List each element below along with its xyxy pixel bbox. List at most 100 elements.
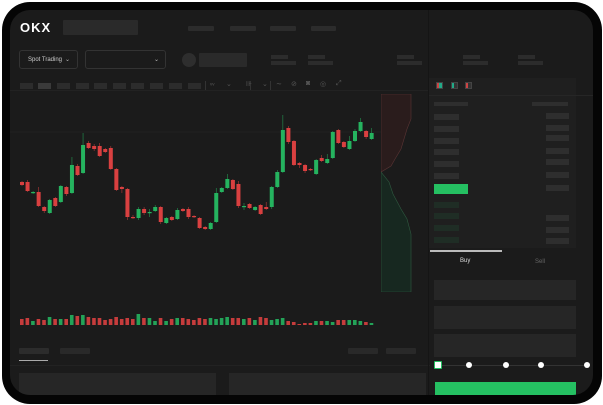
depth-bids-area xyxy=(381,171,412,292)
candle xyxy=(192,216,197,218)
tab-open-orders[interactable] xyxy=(19,348,49,354)
indicator-icon[interactable]: ᵥᵥ xyxy=(210,80,215,87)
candle xyxy=(131,217,135,219)
nav-item[interactable] xyxy=(311,26,336,31)
layout-both-icon[interactable] xyxy=(436,82,443,89)
divider xyxy=(270,81,271,90)
candle xyxy=(291,141,296,165)
candle xyxy=(308,169,313,171)
sell-tab[interactable]: Sell xyxy=(535,259,546,265)
pair-dropdown[interactable]: ⌄ xyxy=(85,50,166,69)
timeframe-button[interactable] xyxy=(188,83,201,89)
camera-icon[interactable]: ◙ xyxy=(306,80,311,87)
volume-bar xyxy=(197,318,202,325)
candlestick-chart[interactable] xyxy=(10,90,430,330)
timeframe-button[interactable] xyxy=(94,83,107,89)
depth-asks-area xyxy=(381,94,412,173)
volume-bar xyxy=(25,318,30,325)
orders-panel-right xyxy=(229,373,426,395)
volume-bar xyxy=(297,324,302,325)
volume-bar xyxy=(158,318,163,325)
timeframe-button[interactable] xyxy=(113,83,126,89)
candle xyxy=(58,186,63,202)
volume-bar xyxy=(330,322,335,325)
ask-price xyxy=(434,126,459,132)
candle xyxy=(142,209,147,213)
timeframe-button[interactable] xyxy=(38,83,51,89)
volume-bar xyxy=(258,317,263,325)
active-tab-underline xyxy=(19,360,48,361)
volume-bar xyxy=(108,319,113,325)
book-header-price xyxy=(434,102,468,106)
ask-price xyxy=(434,138,459,144)
timeframe-button[interactable] xyxy=(76,83,89,89)
candle xyxy=(353,131,357,141)
nav-item[interactable] xyxy=(188,26,214,31)
order-amount xyxy=(546,159,569,165)
amount-input[interactable] xyxy=(434,306,576,329)
amount-slider-track[interactable] xyxy=(440,365,590,366)
volume-bar xyxy=(147,318,152,325)
volume-bar xyxy=(314,321,318,325)
candle xyxy=(97,146,102,156)
volume-bar xyxy=(308,323,313,325)
okx-logo[interactable]: OKX xyxy=(20,20,52,35)
volume-bar xyxy=(164,321,168,325)
price-input[interactable] xyxy=(434,280,576,300)
filter-button[interactable] xyxy=(348,348,378,354)
candle xyxy=(153,207,158,211)
stat-value xyxy=(308,61,333,65)
timeframe-button[interactable] xyxy=(150,83,163,89)
total-input[interactable] xyxy=(434,334,576,357)
divider xyxy=(428,95,593,96)
chevron-down-icon[interactable]: ⌄ xyxy=(226,81,232,88)
volume-bar xyxy=(303,323,307,325)
volume-bar xyxy=(136,314,141,325)
slider-stop[interactable] xyxy=(503,362,509,368)
buy-tab[interactable]: Buy xyxy=(460,258,471,264)
stat-value xyxy=(463,61,488,65)
timeframe-button[interactable] xyxy=(131,83,144,89)
slider-stop[interactable] xyxy=(466,362,472,368)
candle xyxy=(214,193,219,222)
timeframe-button[interactable] xyxy=(169,83,182,89)
candle xyxy=(108,148,113,169)
volume-bar xyxy=(275,319,279,325)
nav-item[interactable] xyxy=(230,26,256,31)
slider-handle[interactable] xyxy=(434,361,442,369)
candle xyxy=(36,192,41,206)
candle xyxy=(314,160,319,174)
candle xyxy=(280,130,285,172)
chevron-down-icon: ⌄ xyxy=(65,57,71,63)
buy-button[interactable] xyxy=(435,382,576,395)
settings-icon[interactable]: ◎ xyxy=(320,81,327,88)
candle xyxy=(147,212,152,214)
chevron-down-icon: ⌄ xyxy=(153,57,159,63)
layout-asks-icon[interactable] xyxy=(465,82,472,89)
line-icon[interactable]: ∼ xyxy=(276,81,282,88)
candle xyxy=(297,163,302,165)
timeframe-button[interactable] xyxy=(57,83,70,89)
ask-price xyxy=(434,161,459,167)
volume-bar xyxy=(319,321,324,325)
chart-type-icon[interactable]: ⊪ xyxy=(246,81,253,88)
layout-bids-icon[interactable] xyxy=(451,82,458,89)
volume-bar xyxy=(269,320,274,325)
chevron-down-icon[interactable]: ⌄ xyxy=(262,81,268,88)
draw-icon[interactable]: ⊘ xyxy=(291,81,297,88)
timeframe-button[interactable] xyxy=(20,83,33,89)
order-amount xyxy=(546,125,569,131)
market-type-dropdown[interactable]: Spot Trading ⌄ xyxy=(19,50,78,69)
coin-icon xyxy=(182,53,196,67)
fullscreen-icon[interactable]: ⤢ xyxy=(336,80,342,87)
slider-stop[interactable] xyxy=(538,362,544,368)
slider-stop[interactable] xyxy=(584,362,590,368)
nav-item[interactable] xyxy=(270,26,296,31)
volume-bar xyxy=(103,320,107,325)
tab-order-history[interactable] xyxy=(60,348,90,354)
search-placeholder[interactable] xyxy=(63,20,138,35)
filter-button[interactable] xyxy=(386,348,416,354)
app-window: OKX Spot Trading ⌄ ⌄ Buy Sell ᵥᵥ ⌄ ⊪ xyxy=(10,10,593,395)
candle xyxy=(319,158,324,161)
stat-label xyxy=(463,55,480,59)
